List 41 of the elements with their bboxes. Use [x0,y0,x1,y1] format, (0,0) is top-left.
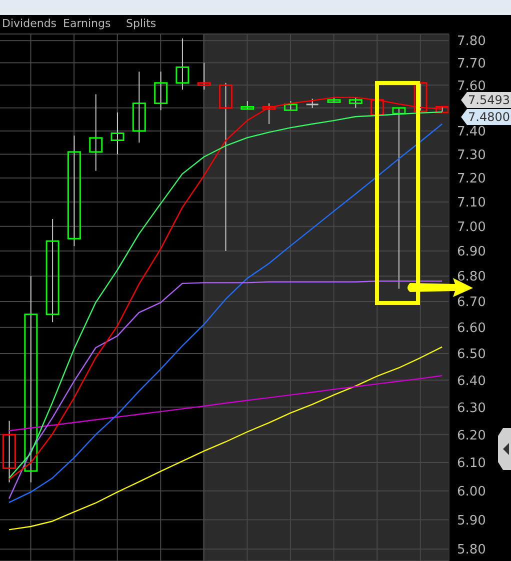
y-tick-label: 6.30 [457,400,486,416]
candlestick [89,94,103,172]
candlestick [348,97,362,108]
y-tick-label: 7.80 [457,34,486,50]
line-series [8,346,443,530]
y-tick-label: 7.40 [457,124,486,140]
candlestick [154,71,168,111]
y-tick-label: 7.00 [457,220,486,235]
line-series [8,280,443,500]
candlestick [67,135,81,247]
candlestick [197,62,211,90]
y-tick-label: 6.00 [457,484,486,500]
y-tick-label: 6.40 [457,374,486,389]
text: Splits [126,17,156,30]
y-tick-label: 5.80 [457,542,486,558]
y-tick-label: 6.60 [457,320,486,336]
candlestick [110,112,124,155]
candlestick [306,98,320,108]
y-tick-label: 7.30 [457,148,486,163]
y-tick-label: 6.70 [457,295,486,310]
candlestick [284,100,298,111]
candlestick [392,107,406,290]
y-tick-label: 7.70 [457,56,486,72]
text: 7.4800 [467,109,511,125]
y-tick-label: 5.90 [457,513,486,528]
y-tick-label: 6.10 [457,456,486,472]
y-tick-label: 6.80 [457,270,486,285]
y-tick-label: 7.10 [457,196,486,211]
candlestick [46,218,60,323]
y-tick-label: 7.60 [457,78,486,94]
candlestick [176,38,190,90]
text: Dividends [2,17,57,30]
y-tick-label: 6.90 [457,244,486,260]
y-tick-label: 6.20 [457,428,486,444]
line-series [8,375,443,432]
y-tick-label: 6.50 [457,347,486,362]
text: 7.5493 [467,92,511,108]
y-tick-label: 7.20 [457,172,486,187]
candlestick [262,102,276,125]
candlestick [132,71,146,144]
text: Earnings [63,17,111,30]
